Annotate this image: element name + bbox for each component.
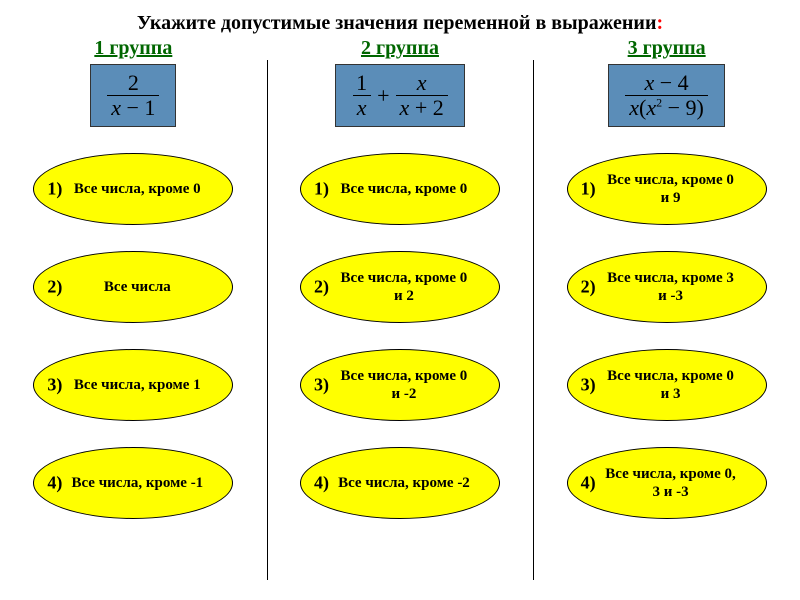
option-ellipse: Все числа, кроме 3 и -3 [567,251,767,323]
formula-3: x − 4 x(x2 − 9) [608,64,725,127]
option-3-2[interactable]: Все числа, кроме 3 и -3 2) [567,251,767,323]
column-1: 2 x − 1 Все числа, кроме 0 1) Все числа … [0,60,267,580]
numerator: x − 4 [640,71,692,95]
options-col-3: Все числа, кроме 0 и 9 1) Все числа, кро… [533,153,800,519]
option-number: 3) [314,375,329,396]
option-text: Все числа, кроме 0 и 3 [594,367,740,403]
option-ellipse: Все числа [33,251,233,323]
formula-2: 1 x + x x + 2 [335,64,465,127]
option-text: Все числа, кроме 0 [66,180,201,198]
option-ellipse: Все числа, кроме 0 и 2 [300,251,500,323]
option-number: 4) [47,473,62,494]
option-number: 3) [581,375,596,396]
option-3-3[interactable]: Все числа, кроме 0 и 3 3) [567,349,767,421]
option-number: 3) [47,375,62,396]
option-1-3[interactable]: Все числа, кроме 1 3) [33,349,233,421]
option-ellipse: Все числа, кроме -1 [33,447,233,519]
column-3: x − 4 x(x2 − 9) Все числа, кроме 0 и 9 1… [533,60,800,580]
fraction: 2 x − 1 [107,71,159,120]
title-colon: : [656,12,663,34]
option-ellipse: Все числа, кроме 0 и -2 [300,349,500,421]
option-number: 1) [47,179,62,200]
option-ellipse: Все числа, кроме 0 [33,153,233,225]
column-2: 1 x + x x + 2 Все числа, кроме 0 1) Все … [267,60,534,580]
option-ellipse: Все числа, кроме 0 [300,153,500,225]
title-text: Укажите допустимые значения переменной в… [137,12,657,34]
denominator: x + 2 [396,95,448,120]
numerator: 2 [124,71,143,95]
option-text: Все числа, кроме 1 [66,376,201,394]
option-number: 2) [47,277,62,298]
option-ellipse: Все числа, кроме 0 и 3 [567,349,767,421]
option-3-1[interactable]: Все числа, кроме 0 и 9 1) [567,153,767,225]
options-col-1: Все числа, кроме 0 1) Все числа 2) Все ч… [0,153,267,519]
plus-sign: + [377,83,389,109]
option-ellipse: Все числа, кроме 0, 3 и -3 [567,447,767,519]
denominator: x(x2 − 9) [625,95,708,120]
option-ellipse: Все числа, кроме 1 [33,349,233,421]
option-1-4[interactable]: Все числа, кроме -1 4) [33,447,233,519]
option-ellipse: Все числа, кроме -2 [300,447,500,519]
option-text: Все числа [96,278,171,296]
option-2-4[interactable]: Все числа, кроме -2 4) [300,447,500,519]
option-text: Все числа, кроме -1 [63,474,203,492]
option-2-2[interactable]: Все числа, кроме 0 и 2 2) [300,251,500,323]
group-labels-row: 1 группа 2 группа 3 группа [0,37,800,60]
option-ellipse: Все числа, кроме 0 и 9 [567,153,767,225]
option-1-2[interactable]: Все числа 2) [33,251,233,323]
option-text: Все числа, кроме 0 [333,180,468,198]
option-number: 1) [314,179,329,200]
group-label-1: 1 группа [0,37,267,60]
columns-container: 2 x − 1 Все числа, кроме 0 1) Все числа … [0,60,800,580]
option-text: Все числа, кроме 0 и 9 [594,171,740,207]
option-text: Все числа, кроме 0, 3 и -3 [594,465,740,501]
option-number: 4) [581,473,596,494]
fraction-left: 1 x [352,71,371,120]
denominator: x [353,95,371,120]
fraction: x − 4 x(x2 − 9) [625,71,708,120]
option-text: Все числа, кроме 3 и -3 [594,269,740,305]
option-text: Все числа, кроме 0 и 2 [327,269,473,305]
option-text: Все числа, кроме 0 и -2 [327,367,473,403]
page-title: Укажите допустимые значения переменной в… [0,0,800,35]
fraction-right: x x + 2 [396,71,448,120]
options-col-2: Все числа, кроме 0 1) Все числа, кроме 0… [267,153,534,519]
option-1-1[interactable]: Все числа, кроме 0 1) [33,153,233,225]
option-2-3[interactable]: Все числа, кроме 0 и -2 3) [300,349,500,421]
group-label-2: 2 группа [267,37,534,60]
numerator: 1 [352,71,371,95]
option-text: Все числа, кроме -2 [330,474,470,492]
group-label-3: 3 группа [533,37,800,60]
option-number: 1) [581,179,596,200]
option-number: 2) [581,277,596,298]
option-number: 4) [314,473,329,494]
option-2-1[interactable]: Все числа, кроме 0 1) [300,153,500,225]
denominator: x − 1 [107,95,159,120]
option-number: 2) [314,277,329,298]
option-3-4[interactable]: Все числа, кроме 0, 3 и -3 4) [567,447,767,519]
formula-1: 2 x − 1 [90,64,176,127]
numerator: x [413,71,431,95]
